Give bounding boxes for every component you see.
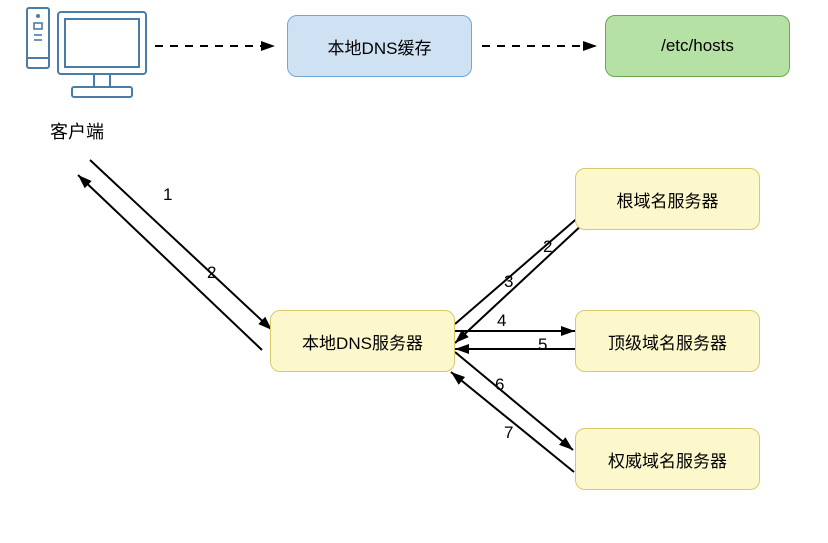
edge-label: 2 <box>207 263 216 282</box>
node-etc_hosts: /etc/hosts <box>605 15 790 77</box>
edge-label: 1 <box>163 185 172 204</box>
node-local_cache: 本地DNS缓存 <box>287 15 472 77</box>
node-label: 根域名服务器 <box>617 187 719 212</box>
client-computer-icon <box>27 8 146 97</box>
edge <box>90 160 272 330</box>
edge-label: 4 <box>497 311 506 330</box>
node-label-client: 客户端 <box>50 118 104 144</box>
node-tld: 顶级域名服务器 <box>575 310 760 372</box>
node-label: /etc/hosts <box>661 36 734 56</box>
edge <box>455 352 573 450</box>
edge-label: 3 <box>504 272 513 291</box>
node-root: 根域名服务器 <box>575 168 760 230</box>
node-label: 本地DNS缓存 <box>328 34 432 59</box>
node-auth: 权威域名服务器 <box>575 428 760 490</box>
edge <box>451 372 574 472</box>
edge-label: 5 <box>538 335 547 354</box>
node-label: 权威域名服务器 <box>608 447 727 472</box>
edge <box>455 326 575 336</box>
node-local_dns: 本地DNS服务器 <box>270 310 455 372</box>
edge-label: 7 <box>504 423 513 442</box>
edge <box>482 41 597 51</box>
edge <box>455 344 575 354</box>
node-label: 本地DNS服务器 <box>302 329 423 354</box>
edge <box>155 41 275 51</box>
edge <box>455 223 584 343</box>
edge <box>78 175 262 350</box>
node-label: 顶级域名服务器 <box>608 329 727 354</box>
edge-label: 2 <box>543 237 552 256</box>
edge-label: 6 <box>495 375 504 394</box>
diagram-canvas: 1 2 2 3 4 5 6 7 客户端 本地DNS缓存/etc/hosts 本地DNS服务器 根域名… <box>0 0 828 543</box>
